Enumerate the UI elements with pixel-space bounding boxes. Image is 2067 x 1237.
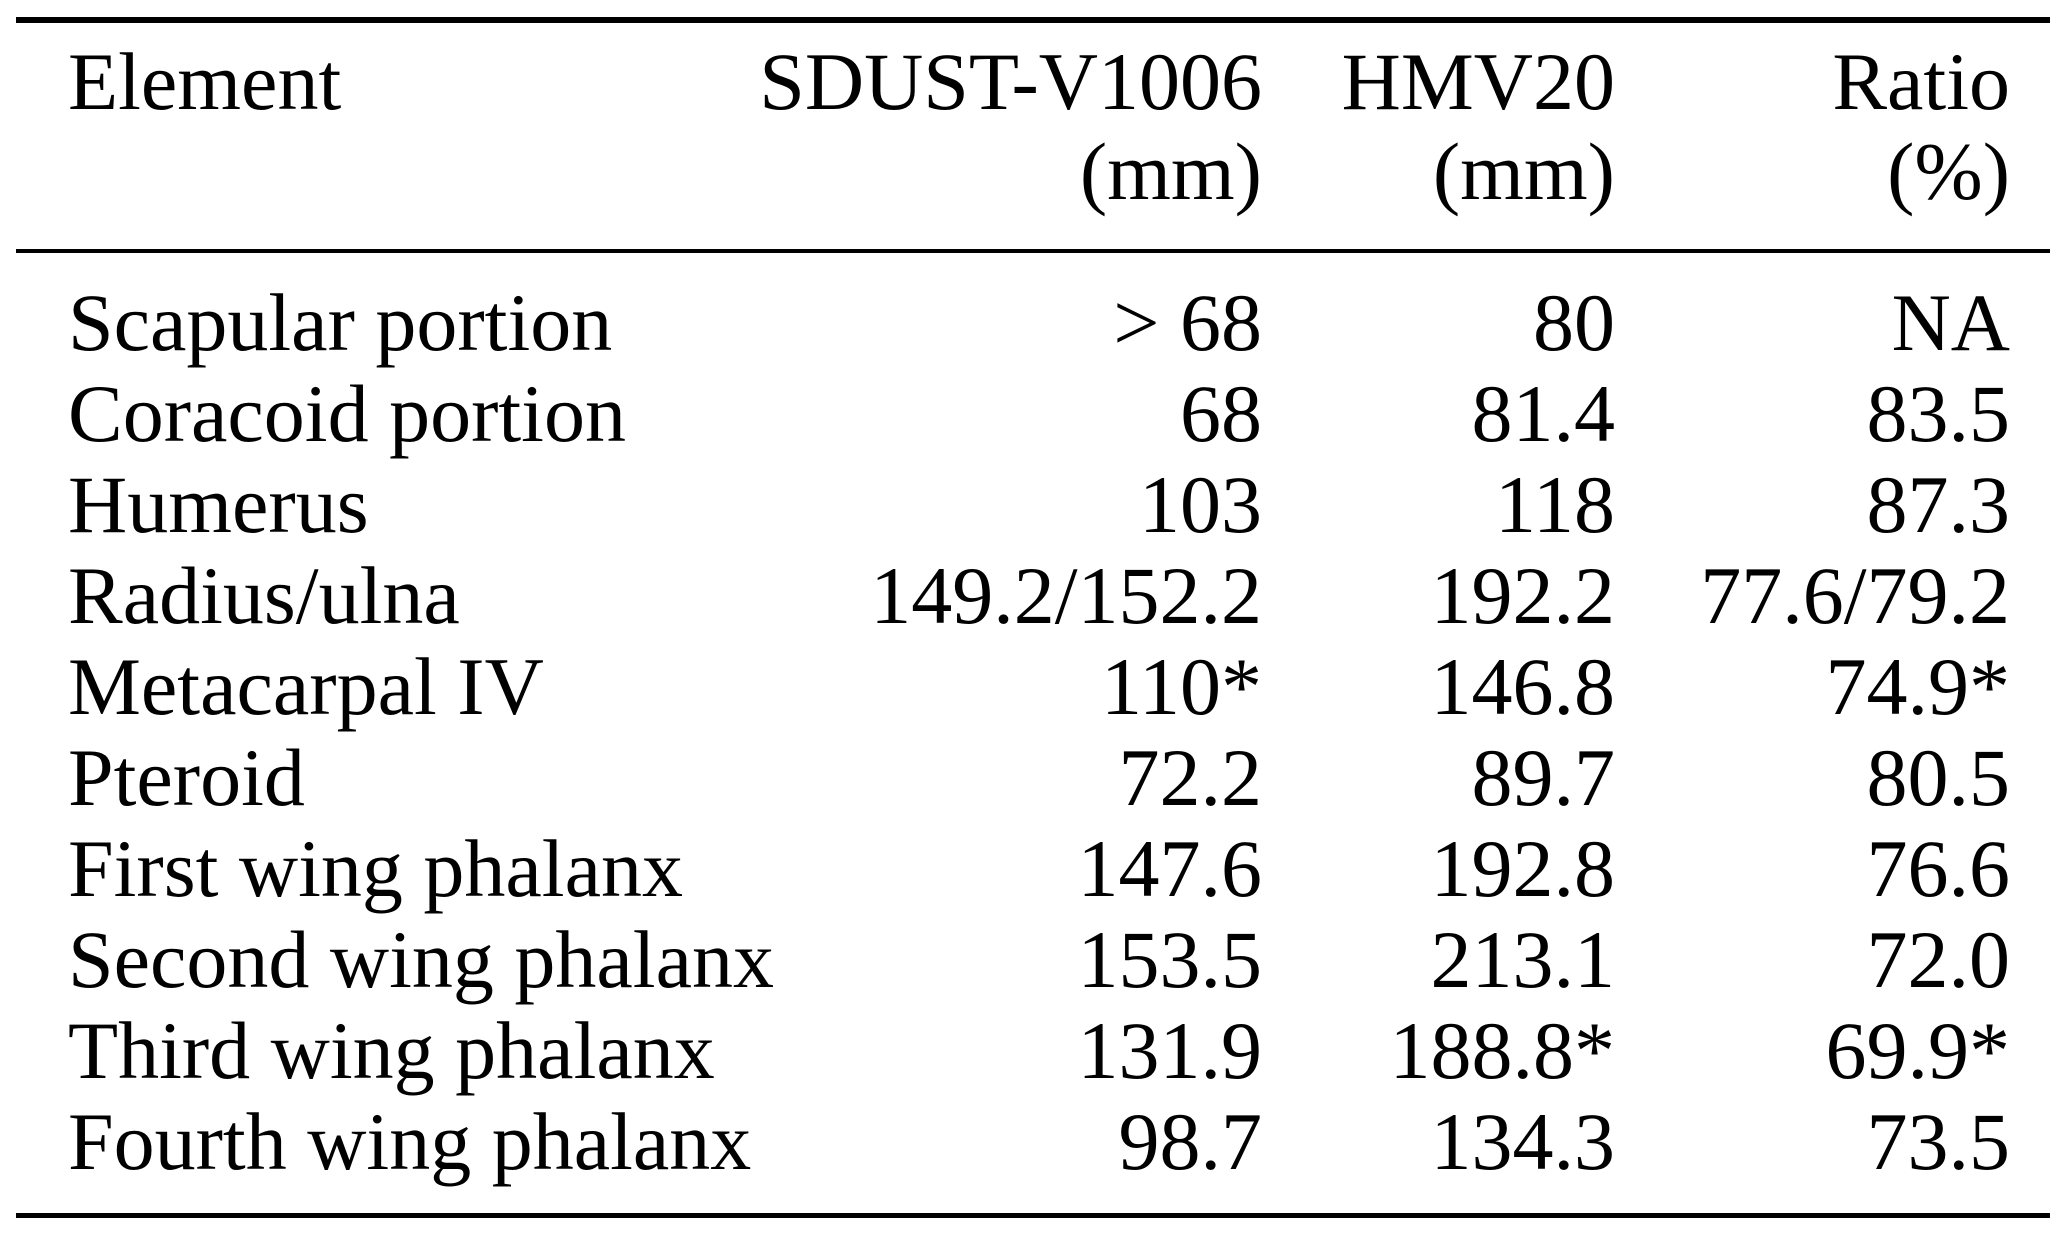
sdust-v1006-cell: 131.9 <box>1077 1005 1263 1096</box>
ratio-cell: 87.3 <box>1866 459 2011 550</box>
hmv20-cell: 192.2 <box>1430 550 1616 641</box>
ratio-cell: 76.6 <box>1866 823 2011 914</box>
sdust-v1006-cell: 147.6 <box>1077 823 1263 914</box>
sdust-v1006-cell: 103 <box>1139 459 1262 550</box>
ratio-cell: 73.5 <box>1866 1096 2011 1187</box>
table-row: Fourth wing phalanx 98.7 134.3 73.5 <box>16 1096 2050 1213</box>
table-row: Radius/ulna 149.2/152.2 192.2 77.6/79.2 <box>16 550 2050 641</box>
hmv20-cell: 89.7 <box>1471 732 1616 823</box>
ratio-cell: NA <box>1891 277 2010 368</box>
column-unit: (mm) <box>1079 126 1262 217</box>
hmv20-cell: 188.8* <box>1389 1005 1616 1096</box>
column-header-hmv20: HMV20 (mm) <box>1262 23 1615 253</box>
column-label: HMV20 <box>1341 36 1615 127</box>
element-cell: Third wing phalanx <box>68 1005 715 1096</box>
column-header-element: Element <box>16 23 736 253</box>
ratio-cell: 69.9* <box>1825 1005 2011 1096</box>
bone-measurements-table: Element SDUST-V1006 (mm) HMV20 (mm) Rati… <box>16 17 2050 1218</box>
table-row: Coracoid portion 68 81.4 83.5 <box>16 368 2050 459</box>
element-cell: Scapular portion <box>68 277 613 368</box>
hmv20-cell: 192.8 <box>1430 823 1616 914</box>
column-label: Ratio <box>1832 36 2010 127</box>
table-row: Third wing phalanx 131.9 188.8* 69.9* <box>16 1005 2050 1096</box>
ratio-cell: 77.6/79.2 <box>1700 550 2010 641</box>
sdust-v1006-cell: 110* <box>1101 641 1262 732</box>
element-cell: Radius/ulna <box>68 550 460 641</box>
header-row: Element SDUST-V1006 (mm) HMV20 (mm) Rati… <box>16 23 2050 253</box>
element-cell: First wing phalanx <box>68 823 683 914</box>
sdust-v1006-cell: 153.5 <box>1077 914 1263 1005</box>
column-label: Element <box>68 36 342 127</box>
hmv20-cell: 80 <box>1533 277 1615 368</box>
table-row: Pteroid 72.2 89.7 80.5 <box>16 732 2050 823</box>
ratio-cell: 72.0 <box>1866 914 2011 1005</box>
table-row: Second wing phalanx 153.5 213.1 72.0 <box>16 914 2050 1005</box>
column-unit: (%) <box>1887 126 2010 217</box>
column-header-ratio: Ratio (%) <box>1615 23 2050 253</box>
hmv20-cell: 118 <box>1495 459 1615 550</box>
hmv20-cell: 213.1 <box>1430 914 1616 1005</box>
hmv20-cell: 81.4 <box>1471 368 1616 459</box>
column-header-sdust-v1006: SDUST-V1006 (mm) <box>736 23 1262 253</box>
sdust-v1006-cell: 149.2/152.2 <box>870 550 1262 641</box>
table-row: First wing phalanx 147.6 192.8 76.6 <box>16 823 2050 914</box>
column-label: SDUST-V1006 <box>759 36 1262 127</box>
ratio-cell: 74.9* <box>1825 641 2011 732</box>
element-cell: Second wing phalanx <box>68 914 774 1005</box>
table-row: Metacarpal IV 110* 146.8 74.9* <box>16 641 2050 732</box>
element-cell: Metacarpal IV <box>68 641 544 732</box>
element-cell: Fourth wing phalanx <box>68 1096 752 1187</box>
element-cell: Coracoid portion <box>68 368 626 459</box>
ratio-cell: 83.5 <box>1866 368 2011 459</box>
table-row: Scapular portion > 68 80 NA <box>16 253 2050 368</box>
sdust-v1006-cell: 98.7 <box>1118 1096 1263 1187</box>
table-row: Humerus 103 118 87.3 <box>16 459 2050 550</box>
sdust-v1006-cell: 68 <box>1180 368 1262 459</box>
column-unit: (mm) <box>1432 126 1615 217</box>
sdust-v1006-cell: 72.2 <box>1118 732 1263 823</box>
hmv20-cell: 134.3 <box>1430 1096 1616 1187</box>
ratio-cell: 80.5 <box>1866 732 2011 823</box>
element-cell: Pteroid <box>68 732 305 823</box>
hmv20-cell: 146.8 <box>1430 641 1616 732</box>
sdust-v1006-cell: > 68 <box>1113 277 1262 368</box>
element-cell: Humerus <box>68 459 369 550</box>
